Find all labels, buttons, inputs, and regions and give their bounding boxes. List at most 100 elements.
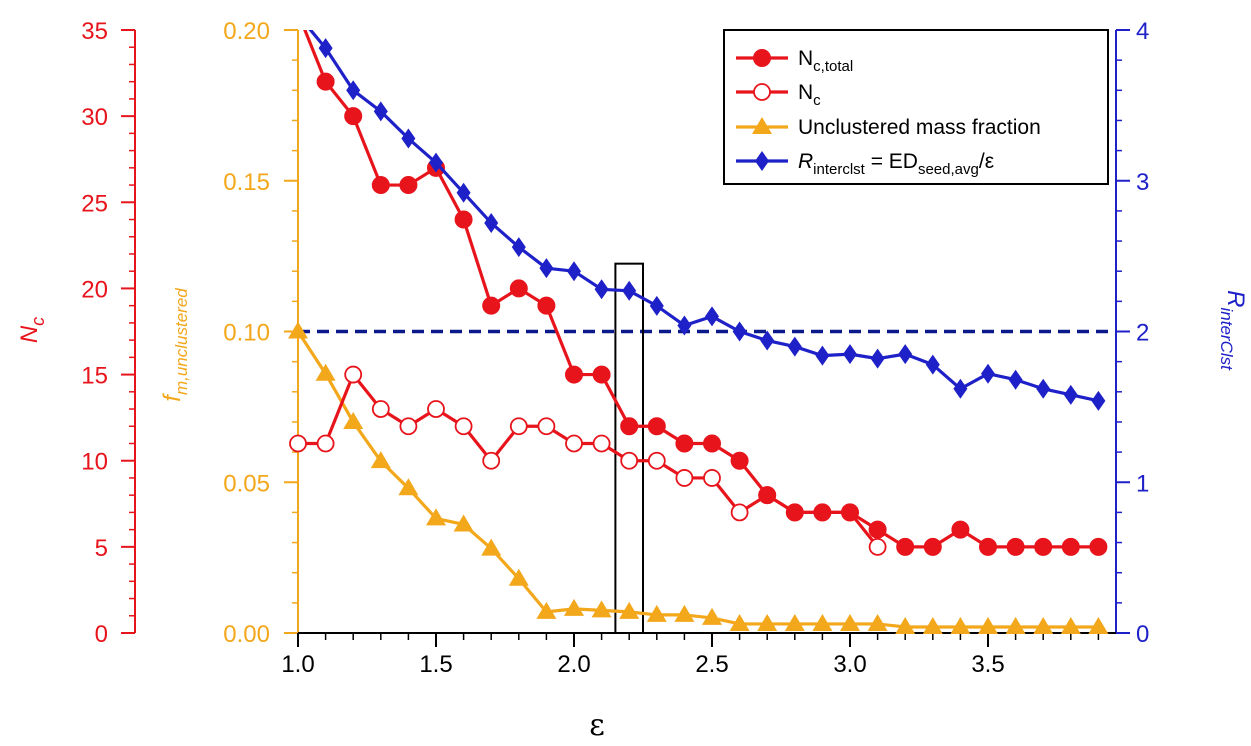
- data-point: [730, 503, 749, 522]
- x-tick-label: 2.0: [557, 651, 590, 678]
- r-tick-label: 0: [1136, 621, 1149, 648]
- data-point: [619, 601, 640, 619]
- data-point: [454, 417, 473, 436]
- r-tick-label: 4: [1136, 18, 1149, 45]
- data-point: [399, 417, 418, 436]
- data-point: [537, 296, 556, 315]
- data-point: [509, 279, 528, 298]
- legend-label: Unclustered mass fraction: [798, 116, 1041, 139]
- data-point: [702, 607, 722, 625]
- x-tick-label: 1.5: [419, 651, 452, 678]
- data-point: [950, 616, 971, 634]
- data-point: [482, 451, 501, 470]
- data-point: [785, 503, 804, 522]
- series-layer: [288, 30, 1109, 634]
- data-point: [316, 72, 335, 91]
- frac-tick-label: 0.10: [223, 320, 270, 347]
- data-point: [1034, 537, 1053, 556]
- data-point: [705, 306, 719, 327]
- data-point: [1008, 369, 1023, 390]
- frac-tick-label: 0.05: [223, 470, 270, 497]
- data-point: [343, 411, 364, 429]
- nc-tick-label: 20: [81, 276, 108, 303]
- data-point: [646, 604, 667, 622]
- data-point: [758, 486, 777, 505]
- data-point: [484, 212, 499, 233]
- data-point: [981, 363, 995, 384]
- data-point: [289, 434, 307, 453]
- data-point: [454, 210, 473, 229]
- data-point: [456, 182, 471, 203]
- data-point: [923, 537, 942, 556]
- data-point: [1091, 390, 1106, 411]
- r-tick-label: 3: [1136, 169, 1149, 196]
- data-point: [399, 176, 418, 195]
- data-point: [511, 237, 526, 258]
- data-point: [567, 261, 581, 282]
- legend: Nc,total Nc Unclustered mass fraction Rinte…: [723, 29, 1109, 185]
- data-point: [1063, 384, 1078, 405]
- data-point: [978, 616, 998, 634]
- data-point: [536, 601, 557, 619]
- data-point: [951, 520, 970, 539]
- nc-tick-label: 25: [81, 190, 108, 217]
- data-point: [896, 537, 915, 556]
- data-point: [620, 451, 639, 470]
- legend-label: Nc: [798, 81, 821, 109]
- data-point: [509, 417, 528, 436]
- data-point: [426, 508, 446, 526]
- data-point: [620, 417, 639, 436]
- data-point: [843, 344, 857, 365]
- data-point: [344, 365, 363, 384]
- data-point: [1088, 616, 1109, 634]
- data-point: [760, 330, 775, 351]
- data-point: [813, 503, 832, 522]
- data-point: [564, 598, 584, 616]
- legend-label: Rinterclst = EDseed,avg/ε: [798, 150, 994, 178]
- data-point: [427, 400, 445, 418]
- data-point: [482, 296, 501, 315]
- data-point: [1036, 378, 1051, 399]
- series-0: [303, 30, 1108, 556]
- r-tick-label: 1: [1136, 470, 1149, 497]
- data-point: [925, 354, 940, 375]
- data-point: [895, 616, 916, 634]
- data-point: [674, 604, 695, 622]
- data-point: [344, 107, 363, 126]
- legend-label: Nc,total: [798, 47, 853, 75]
- data-point: [675, 434, 694, 453]
- data-point: [898, 344, 913, 365]
- legend-swatch-marker: [753, 83, 771, 101]
- nc-tick-label: 0: [95, 621, 108, 648]
- data-point: [481, 538, 502, 556]
- data-point: [592, 434, 611, 453]
- r-tick-label: 2: [1136, 320, 1149, 347]
- data-point: [757, 613, 778, 631]
- data-point: [591, 600, 612, 618]
- data-point: [537, 417, 556, 436]
- data-point: [592, 365, 611, 384]
- series-2: [288, 321, 1109, 634]
- data-point: [373, 101, 388, 122]
- data-point: [840, 613, 860, 631]
- nc-tick-label: 15: [81, 363, 108, 390]
- data-point: [565, 365, 583, 384]
- data-point: [703, 469, 721, 487]
- nc-tick-label: 10: [81, 449, 108, 476]
- data-point: [922, 616, 943, 634]
- data-point: [729, 613, 750, 631]
- data-point: [868, 520, 887, 539]
- data-point: [647, 417, 666, 436]
- data-point: [318, 38, 333, 59]
- data-point: [371, 400, 390, 418]
- nc-tick-label: 5: [95, 535, 108, 562]
- highlight-box: [614, 262, 645, 634]
- data-point: [288, 321, 308, 339]
- data-point: [398, 478, 419, 496]
- data-point: [979, 537, 997, 556]
- data-point: [1060, 616, 1081, 634]
- data-point: [1089, 537, 1108, 556]
- frac-tick-label: 0.20: [223, 18, 270, 45]
- data-point: [675, 469, 694, 487]
- data-point: [429, 152, 443, 173]
